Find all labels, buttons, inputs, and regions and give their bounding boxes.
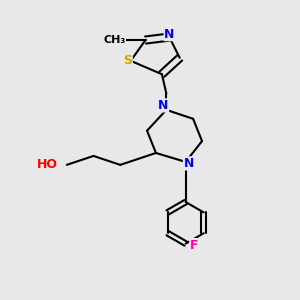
Text: N: N xyxy=(158,99,169,112)
Text: N: N xyxy=(164,28,175,40)
Text: S: S xyxy=(123,54,132,67)
Text: N: N xyxy=(184,157,194,170)
Text: CH₃: CH₃ xyxy=(103,35,125,45)
Text: HO: HO xyxy=(37,158,58,171)
Text: F: F xyxy=(190,238,198,252)
